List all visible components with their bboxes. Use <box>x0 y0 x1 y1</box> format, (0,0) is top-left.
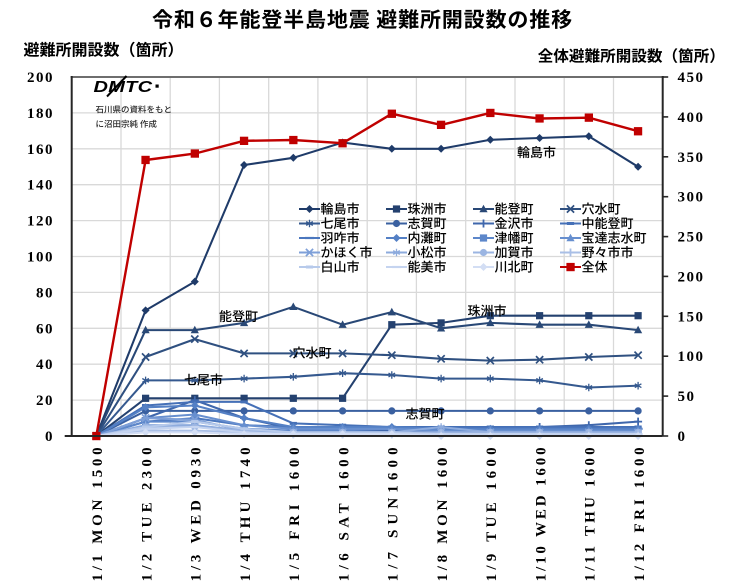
svg-text:350: 350 <box>678 150 705 166</box>
svg-text:DMTC: DMTC <box>94 78 154 96</box>
svg-text:20: 20 <box>36 393 54 409</box>
svg-text:0: 0 <box>45 429 54 445</box>
svg-text:450: 450 <box>678 70 705 86</box>
svg-text:140: 140 <box>27 178 54 194</box>
svg-text:40: 40 <box>36 357 54 373</box>
svg-text:400: 400 <box>678 110 705 126</box>
svg-text:0: 0 <box>678 429 687 445</box>
svg-text:1/11 THU 1600: 1/11 THU 1600 <box>583 447 599 581</box>
svg-text:250: 250 <box>678 230 705 246</box>
svg-text:200: 200 <box>678 269 705 285</box>
svg-text:200: 200 <box>27 70 54 86</box>
svg-text:1/10 WED 1600: 1/10 WED 1600 <box>533 447 549 581</box>
svg-text:100: 100 <box>27 250 54 266</box>
svg-text:50: 50 <box>678 389 696 405</box>
svg-text:150: 150 <box>678 309 705 325</box>
svg-text:120: 120 <box>27 214 54 230</box>
svg-text:100: 100 <box>678 349 705 365</box>
svg-text:80: 80 <box>36 285 54 301</box>
svg-text:160: 160 <box>27 142 54 158</box>
svg-text:180: 180 <box>27 106 54 122</box>
svg-text:1/12 FRI 1600: 1/12 FRI 1600 <box>632 447 648 581</box>
svg-text:300: 300 <box>678 190 705 206</box>
svg-text:60: 60 <box>36 321 54 337</box>
